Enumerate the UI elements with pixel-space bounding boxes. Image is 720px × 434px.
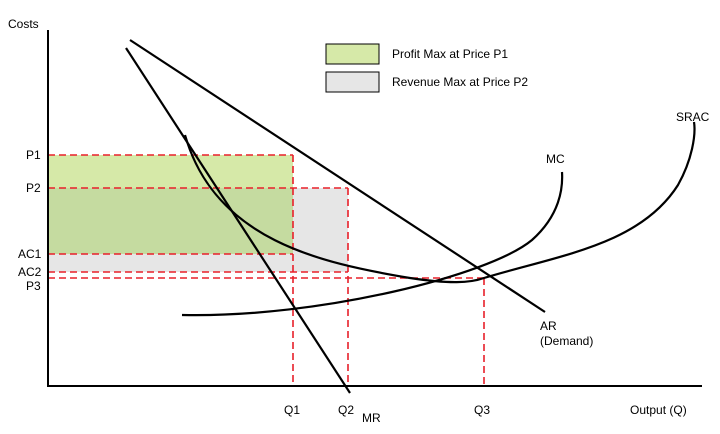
ar-label: AR — [540, 319, 557, 333]
ar-demand-note: (Demand) — [540, 334, 593, 348]
p2-label: P2 — [26, 181, 41, 195]
x-axis-label: Output (Q) — [630, 403, 687, 417]
p1-label: P1 — [26, 148, 41, 162]
legend: Profit Max at Price P1 Revenue Max at Pr… — [325, 43, 528, 93]
srac-label: SRAC — [676, 110, 710, 124]
mr-curve — [125, 47, 351, 394]
mc-curve — [181, 171, 564, 317]
legend-swatch-profit — [325, 43, 380, 65]
mc-label: MC — [546, 152, 565, 166]
mr-label: MR — [362, 411, 381, 425]
srac-curve — [183, 121, 696, 284]
q3-label: Q3 — [474, 403, 490, 417]
profit-revenue-overlap-area — [48, 188, 293, 254]
ar-demand-curve — [129, 39, 546, 313]
legend-label-profit: Profit Max at Price P1 — [392, 47, 508, 61]
legend-swatch-revenue — [325, 71, 380, 93]
ac1-label: AC1 — [18, 247, 42, 261]
p3-label: P3 — [26, 279, 41, 293]
ac2-label: AC2 — [18, 265, 42, 279]
y-axis-label: Costs — [8, 17, 39, 31]
q1-label: Q1 — [284, 403, 300, 417]
q2-label: Q2 — [338, 403, 354, 417]
legend-label-revenue: Revenue Max at Price P2 — [392, 75, 528, 89]
